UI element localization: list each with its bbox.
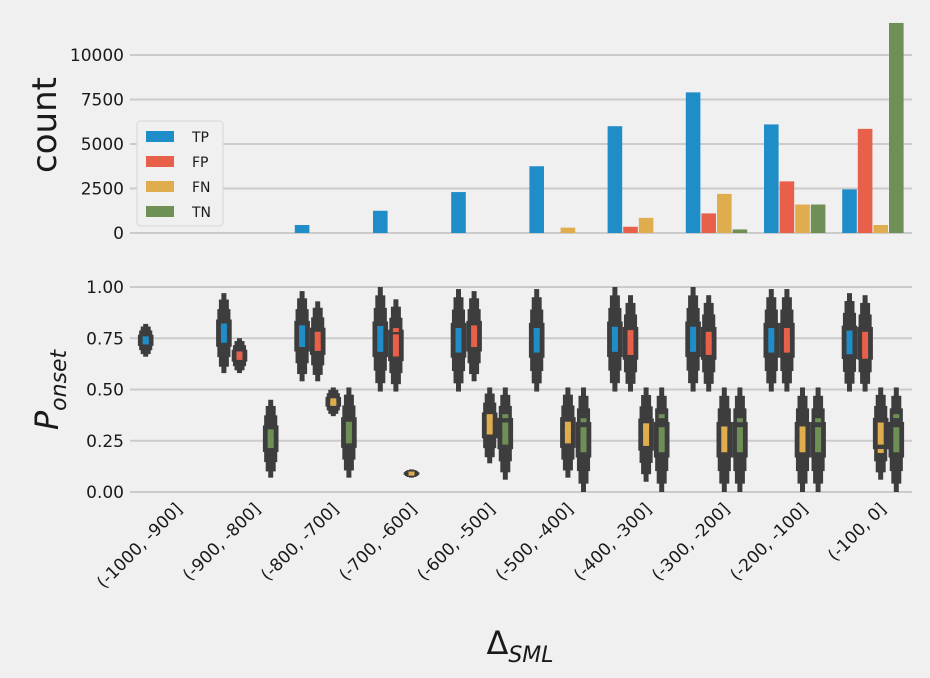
top-y-tick-label: 5000 xyxy=(81,135,124,155)
boxen-tp xyxy=(528,289,545,392)
count-bar-chart: 0 2500 5000 7500 10000 xyxy=(70,22,912,244)
x-tick-label: (-100, 0] xyxy=(824,499,890,565)
boxen-tp xyxy=(763,289,780,392)
legend-label-tp: TP xyxy=(191,130,209,146)
boxen-tp xyxy=(685,287,701,392)
boxen-fp xyxy=(231,338,248,374)
bar-tp xyxy=(451,192,466,233)
boxen-tn xyxy=(653,387,670,492)
bar-fn xyxy=(560,227,576,233)
x-axis-label: ΔSML xyxy=(486,624,553,668)
legend-label-fp: FP xyxy=(192,155,209,171)
bar-tp xyxy=(373,210,388,233)
boxen-fp xyxy=(388,299,404,392)
legend-swatch-fn xyxy=(146,181,174,192)
boxen-fp xyxy=(700,295,717,392)
bar-tp xyxy=(529,166,544,233)
boxen-tn xyxy=(810,387,826,492)
boxen-fp xyxy=(309,301,326,382)
boxen-fn xyxy=(560,387,576,478)
top-y-axis-label: count xyxy=(25,77,65,173)
p-onset-boxen-chart: 0.00 0.25 0.50 0.75 1.00 xyxy=(86,278,912,503)
bar-fn xyxy=(638,217,654,233)
legend-swatch-tp xyxy=(146,131,174,142)
bar-fn xyxy=(717,193,732,233)
x-tick-label: (-300, -200] xyxy=(648,499,734,585)
boxen-tn xyxy=(888,387,905,492)
legend-label-tn: TN xyxy=(191,205,211,221)
bar-fp xyxy=(701,213,716,233)
x-tick-label: (-900, -800] xyxy=(179,499,265,585)
boxen-tp xyxy=(294,291,310,382)
boxen-fn xyxy=(403,469,420,478)
boxen-fn xyxy=(481,387,498,464)
bar-tp xyxy=(294,224,310,233)
bar-fp xyxy=(623,226,638,233)
x-tick-label: (-1000, -900] xyxy=(93,499,186,592)
top-y-tick-label: 0 xyxy=(113,224,124,244)
boxen-fp xyxy=(466,291,482,382)
boxen-tn xyxy=(732,387,748,492)
bottom-y-tick-label: 0.00 xyxy=(86,483,124,503)
bar-fn xyxy=(873,224,888,233)
bar-fp xyxy=(779,181,795,233)
boxen-tp xyxy=(450,289,467,392)
legend-label-fn: FN xyxy=(192,180,211,196)
boxen-fn xyxy=(716,387,733,492)
bar-tn xyxy=(889,22,904,234)
boxen-fn xyxy=(872,387,889,480)
boxen-tp xyxy=(607,287,623,392)
boxen-tn xyxy=(262,399,279,478)
bottom-y-axis-label: Ponset xyxy=(28,348,72,430)
bar-tp xyxy=(685,92,701,233)
bar-tp xyxy=(607,126,623,233)
boxen-tn xyxy=(341,387,357,478)
bar-tn xyxy=(732,229,748,233)
boxen-tp xyxy=(841,293,858,392)
boxen-fp xyxy=(622,295,639,392)
top-y-tick-label: 7500 xyxy=(81,91,124,111)
x-tick-label: (-700, -600] xyxy=(335,499,421,585)
bar-fn xyxy=(795,204,810,233)
boxen-tn xyxy=(575,387,592,492)
legend-frame xyxy=(136,120,224,227)
bar-tp xyxy=(764,124,779,233)
boxen-fn xyxy=(638,387,654,482)
bottom-y-tick-label: 0.25 xyxy=(86,432,124,452)
boxen-fp xyxy=(779,289,795,392)
x-tick-label: (-500, -400] xyxy=(492,499,578,585)
boxen-tp xyxy=(137,323,154,357)
bar-tn xyxy=(810,204,826,233)
x-tick-label: (-600, -500] xyxy=(414,499,500,585)
legend-swatch-tn xyxy=(146,206,174,217)
bar-fp xyxy=(857,128,873,233)
bar-tp xyxy=(842,189,857,233)
boxen-tp xyxy=(372,287,389,392)
boxen-tn xyxy=(497,387,514,480)
bottom-y-tick-label: 1.00 xyxy=(86,278,124,298)
boxen-tp xyxy=(216,293,232,374)
boxen-fn xyxy=(325,387,342,417)
x-tick-label: (-800, -700] xyxy=(257,499,343,585)
x-tick-label: (-400, -300] xyxy=(570,499,656,585)
bottom-y-tick-label: 0.75 xyxy=(86,329,124,349)
x-tick-label: (-200, -100] xyxy=(726,499,812,585)
legend-swatch-fp xyxy=(146,156,174,167)
bottom-y-tick-label: 0.50 xyxy=(86,381,124,401)
boxen-fn xyxy=(794,387,811,492)
x-tick-labels: (-1000, -900](-900, -800](-800, -700](-7… xyxy=(93,499,890,592)
legend: TP FP FN TN xyxy=(136,120,224,227)
top-y-tick-label: 2500 xyxy=(81,180,124,200)
boxen-fp xyxy=(857,295,873,392)
top-y-tick-label: 10000 xyxy=(70,46,124,66)
